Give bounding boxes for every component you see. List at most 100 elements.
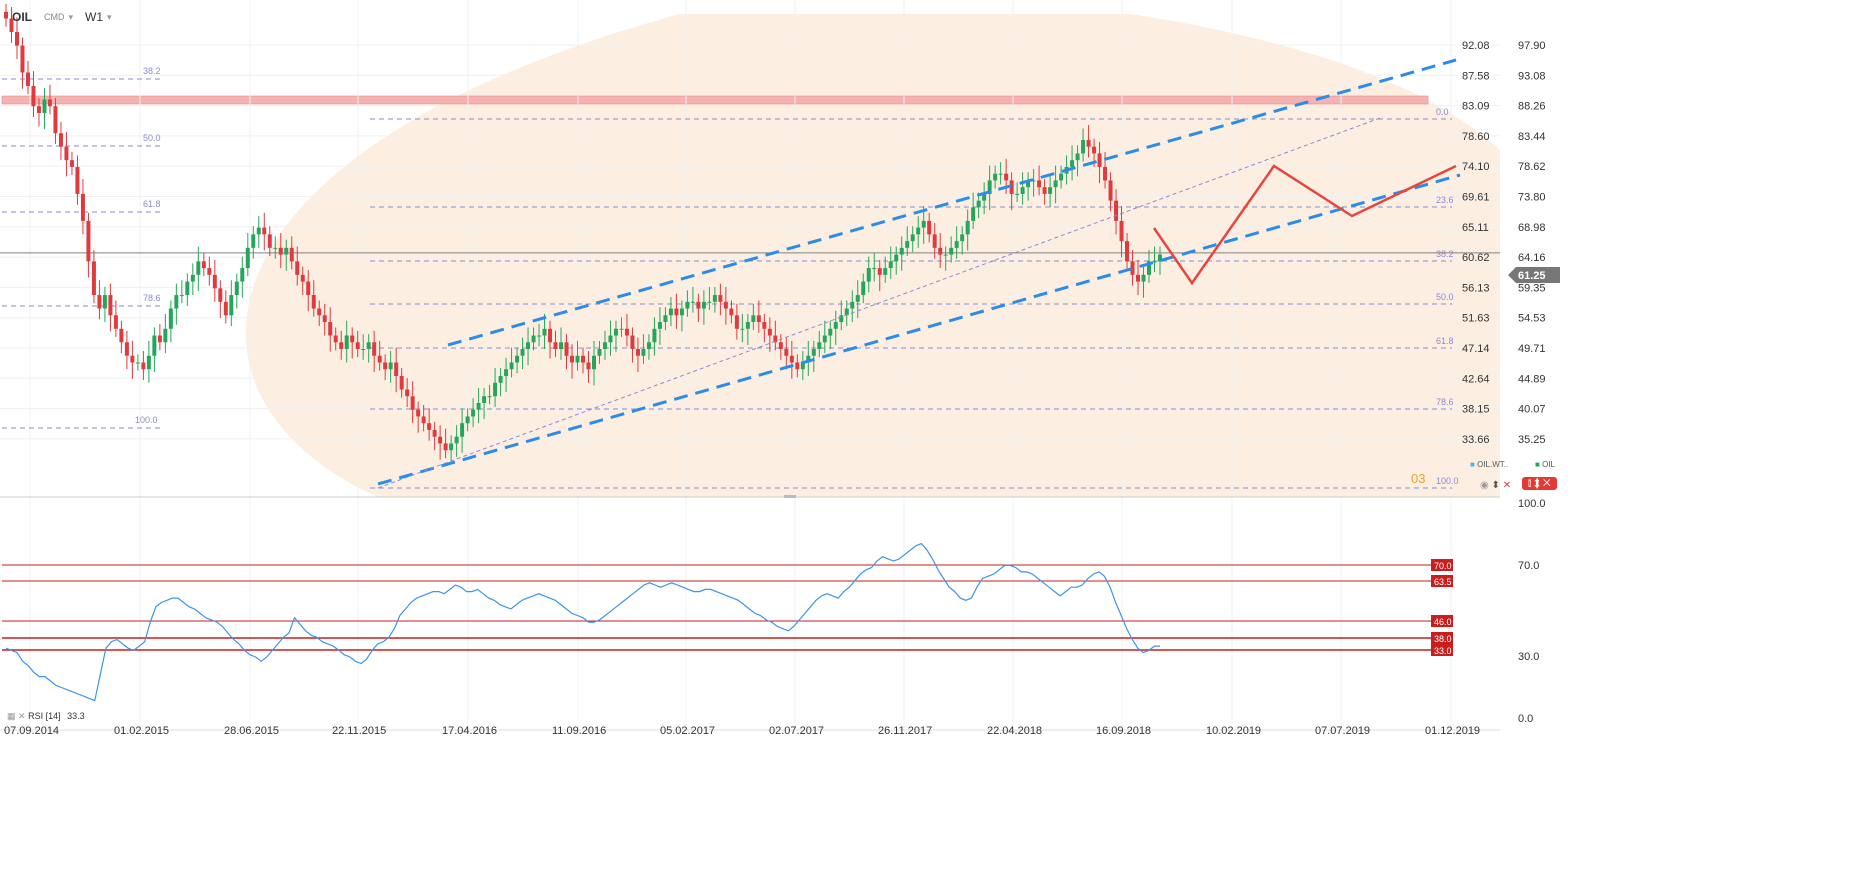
candle-body[interactable] <box>581 355 585 363</box>
candle-body[interactable] <box>872 268 877 270</box>
candle-body[interactable] <box>471 409 476 417</box>
candle-body[interactable] <box>20 45 25 73</box>
candle-body[interactable] <box>273 247 278 249</box>
candle-body[interactable] <box>954 241 959 248</box>
sort-arrows-icon[interactable]: ⬍ <box>1533 478 1541 489</box>
candle-body[interactable] <box>575 355 580 363</box>
eye-icon[interactable]: ◉ <box>1480 480 1489 491</box>
candle-body[interactable] <box>674 308 679 316</box>
candle-body[interactable] <box>130 355 135 363</box>
candle-body[interactable] <box>251 234 256 248</box>
candle-body[interactable] <box>932 234 937 248</box>
candle-body[interactable] <box>855 295 860 302</box>
candle-body[interactable] <box>432 429 437 437</box>
candle-body[interactable] <box>102 295 107 309</box>
candle-body[interactable] <box>383 362 388 370</box>
candle-body[interactable] <box>108 295 113 316</box>
candle-body[interactable] <box>25 72 30 87</box>
candle-body[interactable] <box>707 301 712 303</box>
chevron-down-icon[interactable]: ▾ <box>68 11 74 22</box>
candle-body[interactable] <box>1158 254 1162 262</box>
candle-body[interactable] <box>295 261 300 275</box>
candle-body[interactable] <box>421 416 426 424</box>
candle-body[interactable] <box>685 301 690 309</box>
candle-body[interactable] <box>811 349 816 356</box>
candle-body[interactable] <box>1070 160 1075 167</box>
candle-body[interactable] <box>256 227 261 235</box>
candle-body[interactable] <box>745 322 750 329</box>
candle-body[interactable] <box>998 173 1003 175</box>
candle-body[interactable] <box>229 295 234 316</box>
candle-body[interactable] <box>119 328 124 343</box>
candle-body[interactable] <box>701 301 706 309</box>
candle-body[interactable] <box>729 308 734 316</box>
candle-body[interactable] <box>949 247 954 255</box>
candle-body[interactable] <box>53 106 58 134</box>
candle-body[interactable] <box>416 409 421 417</box>
candle-body[interactable] <box>493 382 498 397</box>
candle-body[interactable] <box>75 166 80 194</box>
candle-body[interactable] <box>1015 193 1020 195</box>
candle-body[interactable] <box>1042 187 1047 194</box>
candle-body[interactable] <box>399 375 404 390</box>
candle-body[interactable] <box>4 11 8 19</box>
candle-body[interactable] <box>306 281 311 296</box>
candle-body[interactable] <box>14 32 19 46</box>
candle-body[interactable] <box>850 301 855 309</box>
candle-body[interactable] <box>789 355 794 363</box>
candle-body[interactable] <box>597 349 602 356</box>
candle-body[interactable] <box>355 342 360 350</box>
candle-body[interactable] <box>1031 180 1036 182</box>
candle-body[interactable] <box>910 234 915 242</box>
candle-body[interactable] <box>828 328 833 336</box>
candle-body[interactable] <box>553 342 558 350</box>
candle-body[interactable] <box>113 315 118 329</box>
candle-body[interactable] <box>240 268 245 282</box>
pane-resize-handle[interactable] <box>784 495 796 498</box>
candle-body[interactable] <box>64 146 69 161</box>
candle-body[interactable] <box>1037 180 1042 188</box>
candle-body[interactable] <box>767 328 772 336</box>
candle-body[interactable] <box>537 335 542 337</box>
candle-body[interactable] <box>1147 261 1152 275</box>
candle-body[interactable] <box>361 349 366 351</box>
candle-body[interactable] <box>267 234 272 248</box>
candle-body[interactable] <box>619 328 624 330</box>
candle-body[interactable] <box>866 268 871 282</box>
candle-body[interactable] <box>1152 261 1157 263</box>
candle-body[interactable] <box>460 423 465 437</box>
candle-body[interactable] <box>960 234 965 242</box>
candle-body[interactable] <box>201 261 206 269</box>
candle-body[interactable] <box>800 362 805 370</box>
candle-body[interactable] <box>938 247 943 255</box>
candle-body[interactable] <box>663 315 668 323</box>
candle-body[interactable] <box>608 335 613 343</box>
candle-body[interactable] <box>504 369 509 376</box>
candle-body[interactable] <box>185 281 190 296</box>
candle-body[interactable] <box>1136 274 1141 282</box>
candle-body[interactable] <box>844 308 849 316</box>
candle-body[interactable] <box>734 315 739 329</box>
candle-body[interactable] <box>531 335 536 343</box>
candle-body[interactable] <box>124 342 129 356</box>
candle-body[interactable] <box>894 254 899 262</box>
candle-body[interactable] <box>141 362 146 370</box>
symbol-label[interactable]: OIL <box>12 10 32 24</box>
candle-body[interactable] <box>795 362 800 370</box>
candle-body[interactable] <box>47 99 52 107</box>
candle-body[interactable] <box>888 261 893 269</box>
candle-body[interactable] <box>278 247 283 255</box>
candle-body[interactable] <box>602 342 607 350</box>
candle-body[interactable] <box>586 362 591 370</box>
candle-body[interactable] <box>262 227 267 235</box>
candle-body[interactable] <box>965 220 970 235</box>
candle-body[interactable] <box>1048 187 1053 194</box>
candle-body[interactable] <box>971 207 976 221</box>
timeframe-label[interactable]: W1 <box>85 10 104 24</box>
candle-body[interactable] <box>1141 274 1146 282</box>
candle-body[interactable] <box>756 315 761 323</box>
candle-body[interactable] <box>163 328 168 343</box>
channel-lower-line[interactable] <box>377 173 1461 486</box>
candle-body[interactable] <box>146 355 151 370</box>
